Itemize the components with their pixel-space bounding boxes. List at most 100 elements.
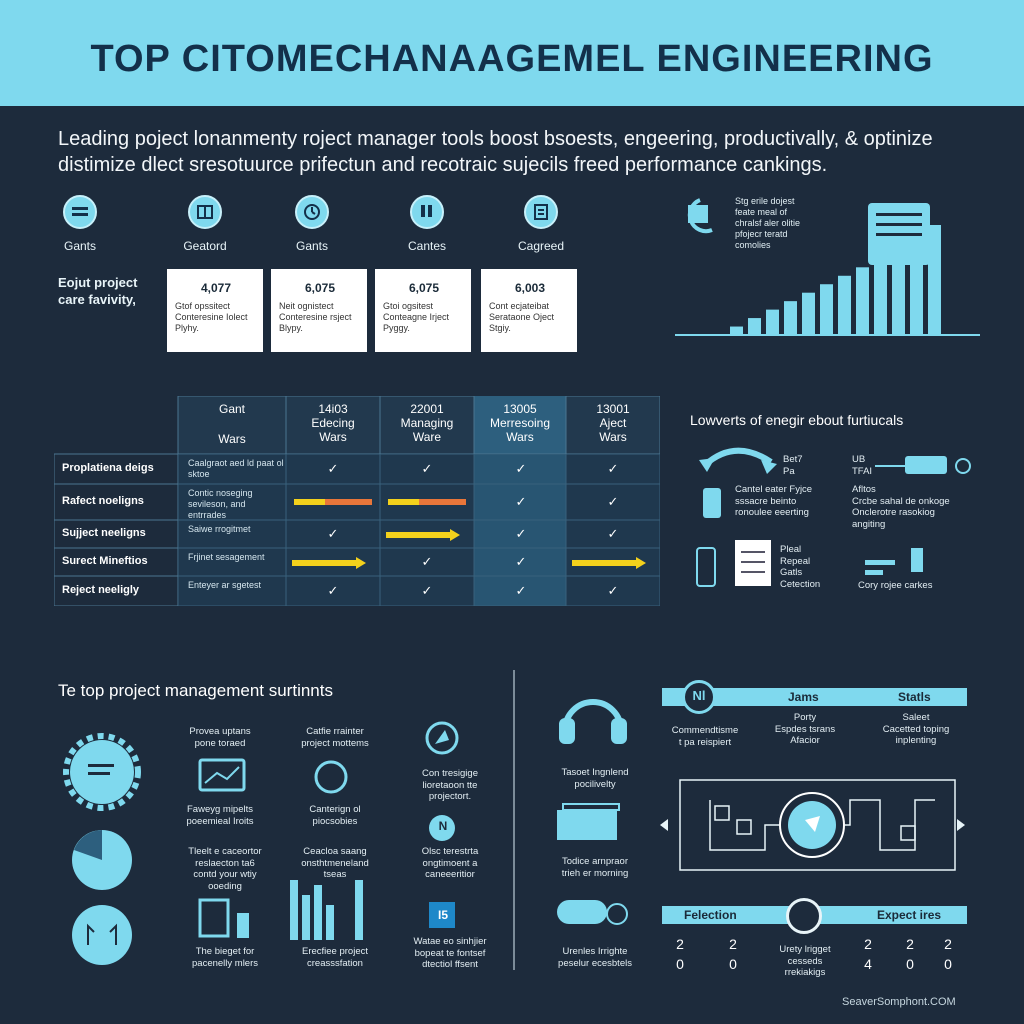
row-description: Frjinet sesagement [188, 552, 265, 562]
icon-label: Cagreed [517, 239, 565, 253]
icon-item-5[interactable]: Cagreed [496, 195, 586, 253]
col-line: Commendtisme [671, 725, 739, 736]
solution-text: Provea uptans pone toraed [170, 726, 270, 749]
mid-note-line: Pleal [780, 544, 802, 555]
section-title-mid: Lowverts of enegir ebout furtiucals [690, 412, 904, 428]
col-line: Afacior [790, 735, 820, 746]
solution-text: Erecfiee project creasssfation [280, 946, 390, 969]
icon-item-3[interactable]: Gants [267, 195, 357, 253]
mid-note-line: Crcbe sahal de onkoge [852, 495, 950, 507]
cards-label: Eojut project care favivity, [58, 275, 138, 307]
comparison-table-grid [54, 396, 660, 606]
icon-item-4[interactable]: Cantes [382, 195, 472, 253]
chart-note-line: comolies [735, 240, 771, 250]
row-label: Reject neeligly [62, 584, 140, 596]
card-value: 6,075 [304, 281, 336, 295]
laptop-icon [198, 758, 246, 792]
boots-icon [410, 195, 444, 229]
arrow-bar-icon [292, 557, 366, 569]
icon-item-1[interactable]: Gants [35, 195, 125, 253]
bottom-mid-text: Urety lrigget cesseds rrekiakigs [760, 944, 850, 979]
solutions-badges [425, 721, 459, 928]
card-value: 6,075 [408, 281, 440, 295]
check-icon: ✓ [327, 583, 339, 598]
stat-card: 6,075 Neit ognistect Conteresine rsject … [271, 269, 367, 352]
solution-line: projectort. [428, 791, 472, 802]
check-icon: ✓ [515, 583, 527, 598]
card-line: Pyggy. [383, 323, 410, 333]
header-line: Edecing [311, 416, 355, 430]
node-icon [736, 819, 752, 835]
row-label: Sujject neeligns [62, 527, 146, 539]
card-line: Plyhy. [175, 323, 199, 333]
check-icon: ✓ [327, 526, 339, 541]
cloud-icon [557, 900, 628, 925]
check-icon: ✓ [515, 461, 527, 476]
solution-text: Con tresigige lioretaoon tte projectort. [395, 768, 505, 803]
col-line: Cacetted toping [882, 723, 950, 735]
chart-bar [838, 275, 851, 335]
table-header: 14i03 Edecing Wars [286, 402, 380, 444]
header-line: 13001 [596, 402, 630, 416]
digit: 2 [864, 936, 872, 952]
device-icon [911, 548, 923, 572]
mid-note-e: Pleal Repeal Gatls Cetection [780, 544, 820, 590]
bottom-mid-line: Urety lrigget [779, 944, 831, 955]
solution-line: creasssfation [307, 957, 363, 969]
arrow-left-icon [660, 819, 668, 831]
intro-line-1: Leading poject lonanmenty roject manager… [58, 128, 933, 150]
solution-line: pone toraed [194, 737, 246, 749]
check-icon: ✓ [515, 526, 527, 541]
card-value: 4,077 [200, 281, 232, 295]
compass-icon [425, 721, 459, 755]
check-icon: ✓ [421, 583, 433, 598]
header-line: Wars [506, 430, 534, 444]
mid-note-a: Bet7 Pa [783, 454, 803, 477]
solution-text: The bieget for pacenelly mlers [170, 946, 280, 969]
solution-line: ooeding [208, 880, 242, 892]
tool-text: Tasoet Ingnlend pocilivelty [550, 767, 640, 790]
chart-note-line: Stg erile dojest [735, 196, 795, 206]
header-line: Wars [218, 432, 246, 446]
bottom-mid-line: rrekiakigs [784, 967, 826, 978]
solution-line: Provea uptans [189, 726, 251, 737]
solution-line: project mottems [301, 737, 369, 749]
icon-label: Gants [295, 239, 328, 253]
solution-line: caneeeritior [425, 869, 475, 880]
mid-note-line: ronoulee eeerting [735, 507, 809, 518]
footer-url[interactable]: SeaverSomphont.COM [842, 996, 956, 1008]
intro-line-2: distimize dlect sresotuurce prifectun an… [58, 154, 828, 176]
digit: 2 [944, 936, 952, 952]
title-banner: TOP CITOMECHANAAGEMEL ENGINEERING [0, 0, 1024, 106]
solution-line: Erecfiee project [301, 946, 368, 957]
mid-note-line: Repeal [780, 555, 811, 567]
col1-text: Commendtisme t pa reispiert [660, 725, 750, 748]
solution-line: poeemieal Iroits [186, 815, 254, 827]
icon-item-2[interactable]: Geatord [160, 195, 250, 253]
chart-bar [856, 267, 869, 335]
solution-line: The bieget for [195, 946, 255, 957]
card-line: Conteresine rsject [279, 312, 352, 322]
solution-line: piocsobies [312, 815, 358, 827]
arrow-bar-icon [572, 557, 646, 569]
chart-bar [766, 309, 779, 335]
flow-diagram [660, 779, 965, 871]
check-icon: ✓ [607, 494, 619, 509]
check-icon: ✓ [607, 583, 619, 598]
page-title: TOP CITOMECHANAAGEMEL ENGINEERING [90, 38, 934, 80]
tool-text: Urenles Irrighte peselur ecesbtels [550, 946, 640, 969]
row-label: Rafect noeligns [62, 495, 144, 507]
tool-line: Todice arnpraor [561, 856, 628, 867]
col-line: Saleet [902, 712, 930, 723]
document-icon [524, 195, 558, 229]
header-line: Aject [599, 416, 627, 430]
row-description: Contic noseging sevileson, and entrrades [188, 488, 253, 520]
solution-line: dtectiol ffsent [422, 959, 478, 970]
mid-note-line: Cantel eater Fyjce [735, 484, 813, 495]
gear-icon [63, 733, 141, 811]
solution-line: reslaecton ta6 [195, 857, 255, 869]
mid-note-line: Pa [783, 465, 795, 477]
calendar-icon [188, 195, 222, 229]
b-badge-text: I5 [437, 908, 448, 922]
progress-bar [388, 499, 466, 505]
